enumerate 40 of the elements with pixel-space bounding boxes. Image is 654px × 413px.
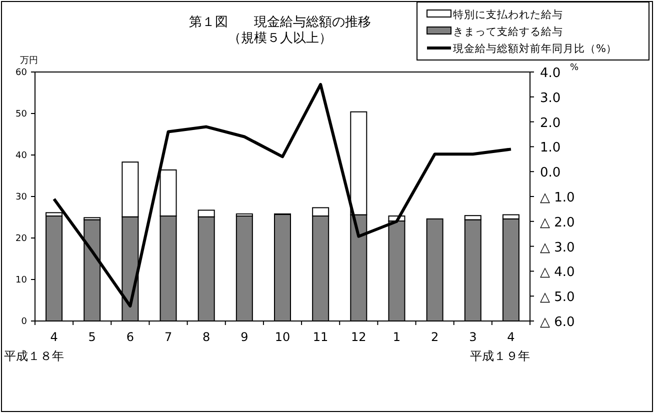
y-tick-label: 10: [16, 276, 28, 286]
y2-tick-label: 0.0: [540, 166, 561, 181]
y-axis-title: 万円: [20, 56, 38, 66]
x-tick-label: 7: [164, 330, 172, 344]
y2-tick-label: 4.0: [540, 66, 561, 81]
chart-title: 第１図 現金給与総額の推移: [189, 15, 371, 30]
x-tick-label: 9: [240, 330, 248, 344]
y2-axis-title: %: [570, 63, 579, 73]
y-tick-label: 40: [16, 151, 28, 161]
x-tick-label: 2: [430, 330, 439, 344]
text: 平成１８年: [4, 349, 64, 363]
y-tick-label: 50: [16, 110, 28, 120]
x-tick-label: 4: [50, 330, 58, 344]
x-tick-label: 6: [126, 330, 134, 344]
y2-tick-label: △ 5.0: [540, 290, 575, 306]
x-tick-label: 10: [274, 330, 290, 344]
x-tick-label: 8: [202, 330, 210, 344]
y-tick-label: 60: [16, 68, 28, 78]
y2-tick-label: △ 6.0: [540, 315, 575, 330]
x-tick-label: 3: [469, 330, 477, 344]
y-tick-label: 0: [21, 317, 28, 327]
x-tick-label: 12: [351, 330, 366, 344]
y2-tick-label: △ 3.0: [540, 240, 575, 256]
y-tick-label: 30: [16, 192, 28, 202]
y2-tick-label: 2.0: [540, 116, 561, 131]
y2-tick-label: △ 4.0: [540, 265, 575, 280]
y2-tick-label: 1.0: [540, 140, 561, 156]
x-tick-label: 4: [507, 330, 515, 344]
y2-tick-label: △ 2.0: [540, 215, 575, 230]
text: 平成１９年: [470, 349, 530, 363]
x-tick-label: 1: [392, 330, 401, 344]
x-tick-label: 11: [312, 330, 328, 344]
chart-subtitle: （規模５人以上）: [228, 31, 332, 46]
legend-label: きまって支給する給与: [453, 25, 563, 38]
x-tick-label: 5: [88, 330, 96, 344]
y2-tick-label: 3.0: [540, 90, 561, 106]
y2-tick-label: △ 1.0: [540, 190, 575, 206]
legend-label: 特別に支払われた給与: [453, 8, 563, 21]
y-tick-label: 20: [16, 234, 28, 244]
legend-label: 現金給与総額対前年同月比（%）: [453, 42, 617, 55]
